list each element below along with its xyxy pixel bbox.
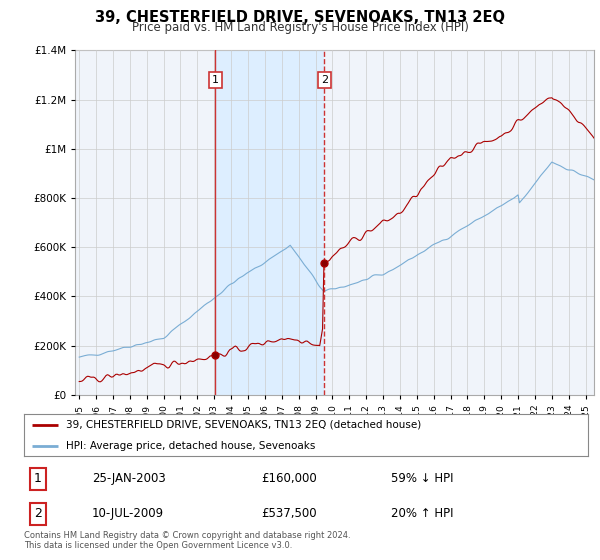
Text: 59% ↓ HPI: 59% ↓ HPI	[391, 472, 453, 486]
Text: £160,000: £160,000	[261, 472, 317, 486]
Text: 1: 1	[34, 472, 42, 486]
Text: £537,500: £537,500	[261, 507, 317, 520]
Text: HPI: Average price, detached house, Sevenoaks: HPI: Average price, detached house, Seve…	[66, 441, 316, 451]
Text: 39, CHESTERFIELD DRIVE, SEVENOAKS, TN13 2EQ (detached house): 39, CHESTERFIELD DRIVE, SEVENOAKS, TN13 …	[66, 420, 422, 430]
Text: 2: 2	[34, 507, 42, 520]
Text: 25-JAN-2003: 25-JAN-2003	[92, 472, 166, 486]
Text: 10-JUL-2009: 10-JUL-2009	[92, 507, 164, 520]
Text: 20% ↑ HPI: 20% ↑ HPI	[391, 507, 453, 520]
Text: Price paid vs. HM Land Registry's House Price Index (HPI): Price paid vs. HM Land Registry's House …	[131, 21, 469, 34]
Text: Contains HM Land Registry data © Crown copyright and database right 2024.
This d: Contains HM Land Registry data © Crown c…	[24, 531, 350, 550]
Bar	[215, 50, 325, 395]
Text: 39, CHESTERFIELD DRIVE, SEVENOAKS, TN13 2EQ: 39, CHESTERFIELD DRIVE, SEVENOAKS, TN13 …	[95, 10, 505, 25]
Text: 2: 2	[321, 75, 328, 85]
Text: 1: 1	[212, 75, 219, 85]
